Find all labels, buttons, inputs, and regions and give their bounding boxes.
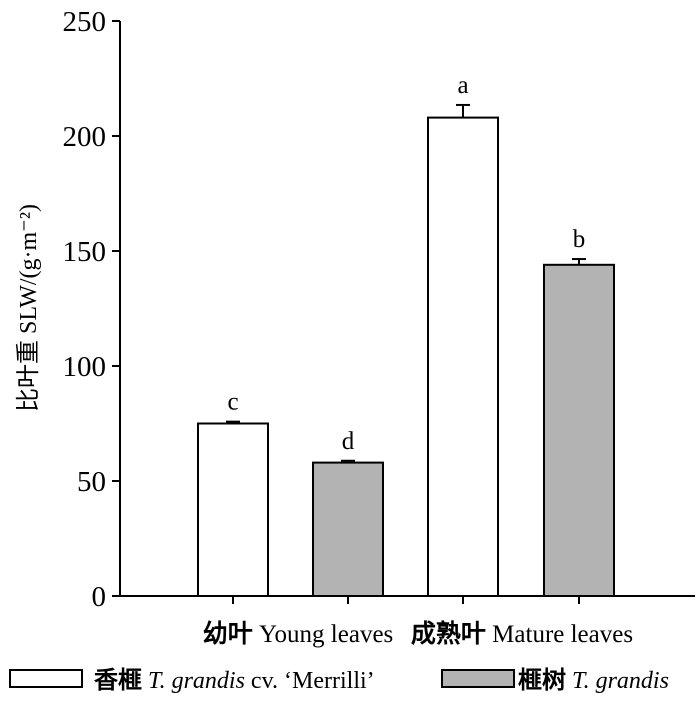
category-label: 成熟叶 Mature leaves [411,619,633,648]
bar [543,263,615,597]
y-tick-label: 250 [63,6,107,38]
bar [312,461,384,597]
category-label-cn: 幼叶 [203,620,253,648]
legend-swatch [9,669,83,688]
legend-entry-species: T. grandis [572,668,669,694]
y-tick-label: 150 [63,236,107,268]
y-tick-label: 50 [77,466,106,498]
legend-entry: 榧树 T. grandis [518,667,669,694]
legend-entry-cn: 榧树 [518,667,572,694]
category-label-en: Mature leaves [486,621,633,648]
legend-entry-cultivar: cv. ‘Merrilli’ [245,668,375,694]
y-tick-label: 200 [63,121,107,153]
legend-swatch [441,669,515,688]
legend-entry: 香榧 T. grandis cv. ‘Merrilli’ [94,667,375,694]
significance-letter: c [227,389,238,416]
category-label-en: Young leaves [253,621,394,648]
category-label-cn: 成熟叶 [411,619,486,648]
significance-letter: b [573,226,586,253]
y-tick-label: 100 [63,351,107,383]
bar [197,422,269,597]
legend-entry-cn: 香榧 [94,667,148,694]
y-tick-label: 0 [92,581,107,613]
legend-entry-species: T. grandis [148,668,245,694]
significance-letter: a [457,72,468,99]
category-label: 幼叶 Young leaves [203,620,394,648]
bar [427,116,499,597]
significance-letter: d [342,428,355,455]
y-axis-label: 比叶重 SLW/(g·m⁻²) [15,204,42,412]
